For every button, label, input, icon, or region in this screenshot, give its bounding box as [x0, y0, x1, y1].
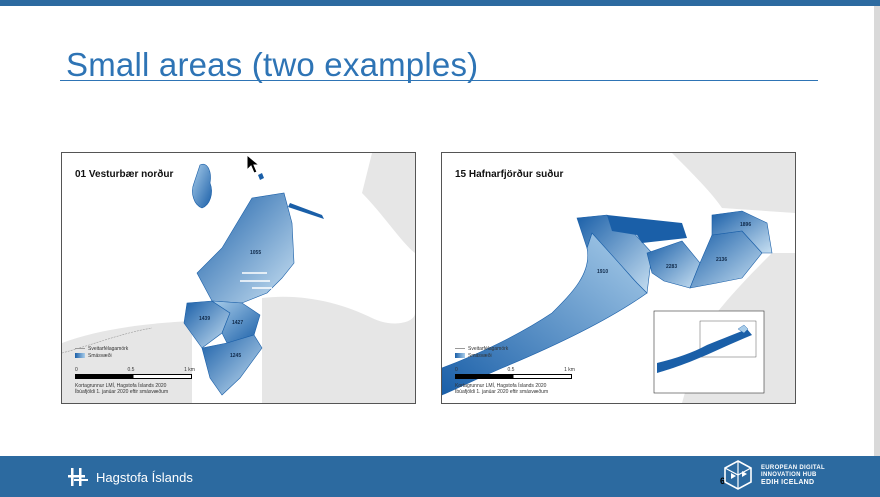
scale-label: 0 [75, 367, 78, 373]
legend-label: Sveitarfélagamörk [468, 345, 509, 352]
edih-line: EUROPEAN DIGITAL [761, 464, 826, 471]
brand-name: Hagstofa Íslands [96, 469, 193, 485]
edih-brand: EUROPEAN DIGITAL INNOVATION HUB EDIH ICE… [722, 459, 825, 491]
map-vesturbaer-canvas [62, 153, 415, 403]
title-underline [60, 80, 818, 81]
legend-label: Sveitarfélagamörk [88, 345, 129, 352]
map-hafnarfjordur: 15 Hafnarfjörður suður 1896 2283 2136 19… [441, 152, 796, 404]
page-number: 6 [720, 476, 726, 486]
map-title: 01 Vesturbær norður [75, 169, 174, 180]
edih-logo-icon [724, 460, 752, 490]
legend-label: Smásvæði [88, 352, 112, 359]
area-label: 1439 [199, 316, 211, 322]
scale-bar: 0 0.5 1 km [75, 367, 195, 379]
top-accent-bar [0, 0, 880, 6]
area-label: 1245 [230, 353, 242, 359]
map-title: 15 Hafnarfjörður suður [455, 169, 564, 180]
hagstofa-brand: Hagstofa Íslands [68, 467, 193, 487]
credit-line: Kortagrunnur LMÍ, Hagstofa Íslands 2020 [75, 383, 167, 389]
scale-bar: 0 0.5 1 km [455, 367, 575, 379]
scale-label: 0.5 [127, 367, 135, 373]
mouse-cursor-icon [246, 154, 260, 174]
credit-line: Íbúafjöldi 1. janúar 2020 eftir smásvæðu… [75, 389, 169, 395]
scale-label: 1 km [564, 367, 575, 373]
map-credit: Kortagrunnur LMÍ, Hagstofa Íslands 2020 … [455, 383, 548, 395]
map-legend: Sveitarfélagamörk Smásvæði [75, 345, 128, 359]
area-label: 2136 [716, 257, 728, 263]
hagstofa-logo-icon [68, 468, 88, 486]
area-label: 1910 [597, 269, 609, 275]
area-label: 1055 [250, 250, 262, 256]
scale-label: 1 km [184, 367, 195, 373]
area-label: 2283 [666, 264, 678, 270]
area-label: 1427 [232, 320, 244, 326]
window-edge [874, 6, 880, 456]
edih-line: INNOVATION HUB [761, 471, 817, 478]
scale-label: 0.5 [507, 367, 515, 373]
area-label: 1896 [740, 222, 752, 228]
credit-line: Kortagrunnur LMÍ, Hagstofa Íslands 2020 [455, 383, 547, 389]
slide-title: Small areas (two examples) [66, 46, 479, 83]
legend-label: Smásvæði [468, 352, 492, 359]
scale-label: 0 [455, 367, 458, 373]
map-credit: Kortagrunnur LMÍ, Hagstofa Íslands 2020 … [75, 383, 168, 395]
map-hafnarfjordur-canvas [442, 153, 795, 403]
map-legend: Sveitarfélagamörk Smásvæði [455, 345, 508, 359]
map-vesturbaer: 01 Vesturbær norður 1055 1439 1427 1245 … [61, 152, 416, 404]
credit-line: Íbúafjöldi 1. janúar 2020 eftir smásvæðu… [455, 389, 549, 395]
edih-line: EDIH ICELAND [761, 478, 815, 486]
